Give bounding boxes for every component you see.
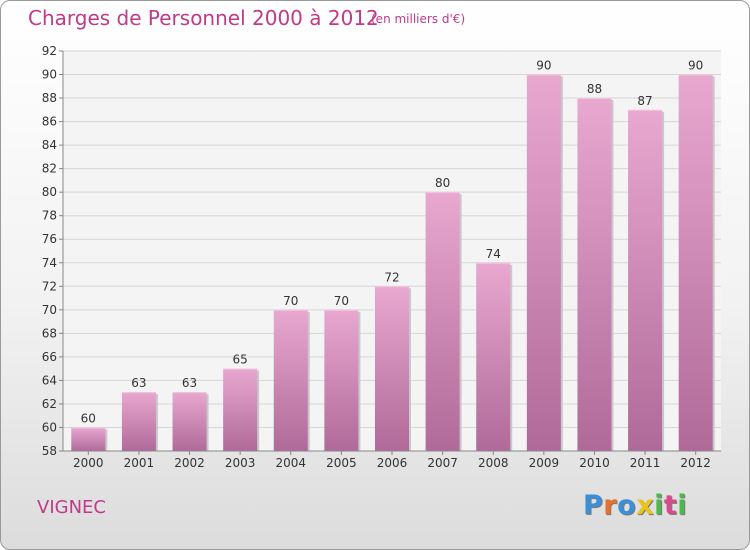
data-label: 63 [131, 376, 146, 390]
y-tick-label: 60 [42, 420, 57, 434]
proxiti-logo: Proxiti [583, 490, 687, 521]
bar [476, 262, 511, 451]
data-label: 90 [536, 59, 551, 73]
x-tick-label: 2001 [124, 456, 155, 470]
bar [425, 192, 460, 452]
y-tick-label: 74 [42, 256, 57, 270]
data-label: 88 [587, 82, 602, 96]
x-tick-label: 2007 [427, 456, 458, 470]
data-label: 90 [688, 59, 703, 73]
bar [71, 427, 106, 451]
x-tick-label: 2011 [630, 456, 661, 470]
data-label: 65 [233, 353, 248, 367]
data-label: 80 [435, 176, 450, 190]
y-tick-label: 66 [42, 350, 57, 364]
y-tick-label: 76 [42, 232, 57, 246]
y-tick-label: 72 [42, 279, 57, 293]
data-label: 60 [81, 411, 96, 425]
data-label: 70 [334, 294, 349, 308]
commune-name: VIGNEC [37, 497, 106, 518]
logo-letter: P [583, 490, 604, 521]
bar [324, 309, 359, 451]
logo-letter: o [617, 490, 637, 521]
x-tick-label: 2006 [377, 456, 408, 470]
y-tick-label: 80 [42, 185, 57, 199]
y-tick-label: 92 [42, 44, 57, 58]
y-tick-label: 68 [42, 326, 57, 340]
y-tick-label: 78 [42, 209, 57, 223]
y-tick-label: 86 [42, 115, 57, 129]
y-tick-label: 82 [42, 162, 57, 176]
x-tick-label: 2010 [579, 456, 610, 470]
data-label: 87 [637, 94, 652, 108]
y-tick-label: 84 [42, 138, 57, 152]
data-label: 70 [283, 294, 298, 308]
x-tick-label: 2004 [275, 456, 306, 470]
y-tick-label: 64 [42, 373, 57, 387]
bar [678, 74, 713, 451]
logo-letter: i [654, 490, 664, 521]
data-label: 72 [384, 270, 399, 284]
logo-letter: x [636, 490, 655, 521]
y-tick-label: 88 [42, 91, 57, 105]
y-tick-label: 70 [42, 303, 57, 317]
bar [628, 109, 663, 451]
chart-title: Charges de Personnel 2000 à 2012 [28, 6, 379, 30]
x-tick-label: 2000 [73, 456, 104, 470]
logo-letter: r [603, 490, 618, 521]
bar [577, 98, 612, 451]
bar [172, 392, 207, 451]
bar [121, 392, 156, 451]
y-tick-label: 90 [42, 68, 57, 82]
bar [375, 286, 409, 451]
logo-letter: t [663, 490, 678, 521]
x-tick-label: 2012 [680, 456, 711, 470]
logo-letter: i [677, 490, 688, 521]
data-label: 74 [486, 247, 501, 261]
x-tick-label: 2005 [326, 456, 357, 470]
y-tick-label: 62 [42, 397, 57, 411]
y-tick-label: 58 [42, 444, 57, 458]
x-tick-label: 2009 [529, 456, 560, 470]
bar [223, 368, 258, 451]
x-tick-label: 2008 [478, 456, 509, 470]
bar [526, 74, 561, 451]
data-label: 63 [182, 376, 197, 390]
bar [273, 309, 308, 451]
x-tick-label: 2002 [174, 456, 205, 470]
chart-subtitle: (en milliers d'€) [371, 12, 466, 26]
x-tick-label: 2003 [225, 456, 256, 470]
